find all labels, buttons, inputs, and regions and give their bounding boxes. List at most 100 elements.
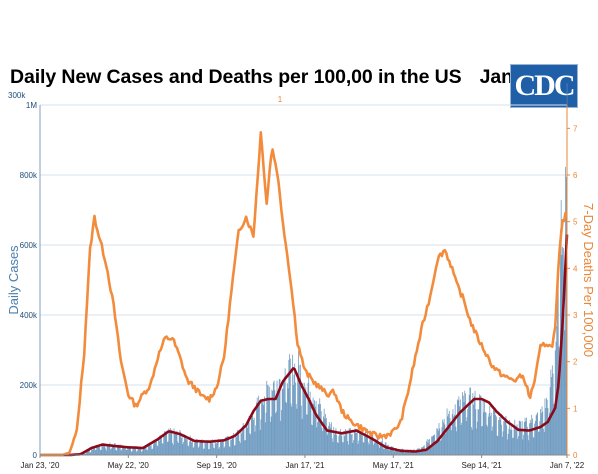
case-bar xyxy=(110,449,112,455)
case-bar xyxy=(199,443,201,455)
case-bar xyxy=(487,416,489,455)
case-bar xyxy=(102,445,104,455)
case-bar xyxy=(281,388,283,455)
case-bar xyxy=(236,430,238,455)
y-tick-label: 600k xyxy=(20,241,38,250)
case-bar xyxy=(100,449,102,455)
case-bar xyxy=(364,435,366,455)
case-bar xyxy=(415,451,416,455)
case-bar xyxy=(371,433,373,455)
case-bar xyxy=(442,422,444,455)
y-tick-label: 1M xyxy=(26,101,37,110)
case-bar xyxy=(342,442,344,455)
case-bar xyxy=(217,438,219,455)
case-bar xyxy=(86,451,88,455)
case-bar xyxy=(448,413,449,455)
case-bar xyxy=(507,433,509,455)
case-bar xyxy=(178,442,179,455)
case-bar xyxy=(147,450,148,455)
case-bar xyxy=(487,426,488,455)
case-bar xyxy=(355,432,357,455)
case-bar xyxy=(94,449,96,455)
case-bar xyxy=(535,420,536,455)
case-bar xyxy=(196,438,198,455)
case-bar xyxy=(398,451,400,455)
case-bar xyxy=(299,381,301,455)
case-bar xyxy=(534,423,536,455)
case-bar xyxy=(272,390,274,455)
case-bar xyxy=(529,423,530,455)
case-bar xyxy=(464,390,466,455)
case-bar xyxy=(271,389,273,455)
case-bar xyxy=(314,406,316,455)
case-bar xyxy=(202,441,204,455)
case-bar xyxy=(356,428,358,455)
case-bar xyxy=(84,453,86,455)
case-bar xyxy=(398,449,399,455)
case-bar xyxy=(533,437,535,455)
case-bar xyxy=(136,450,138,455)
case-bar xyxy=(493,409,494,455)
case-bar xyxy=(563,290,565,455)
case-bar xyxy=(370,430,371,455)
case-bar xyxy=(85,453,87,455)
case-bar xyxy=(419,451,421,455)
case-bar xyxy=(281,409,282,455)
case-bar xyxy=(451,430,452,455)
case-bar xyxy=(96,445,98,455)
case-bar xyxy=(218,448,220,455)
case-bar xyxy=(156,445,158,455)
case-bar xyxy=(83,452,85,455)
case-bar xyxy=(461,422,463,455)
case-bar xyxy=(393,451,395,455)
case-bar xyxy=(245,424,247,455)
case-bar xyxy=(270,416,272,455)
chart-axes xyxy=(39,105,570,458)
case-bar xyxy=(97,445,99,455)
case-bar xyxy=(517,438,519,455)
case-bar xyxy=(465,393,466,455)
y-axis-title: Daily Cases xyxy=(6,245,21,315)
case-bar xyxy=(131,451,133,455)
case-bar xyxy=(95,449,97,455)
case-bar xyxy=(241,433,243,455)
case-bar xyxy=(295,382,296,455)
case-bar xyxy=(286,383,288,455)
case-bar xyxy=(374,439,376,455)
case-bar xyxy=(194,442,196,455)
case-bar xyxy=(128,448,130,455)
case-bar xyxy=(345,432,347,455)
case-bar xyxy=(545,407,547,455)
case-bar xyxy=(230,439,232,455)
case-bar xyxy=(342,442,343,455)
case-bar xyxy=(292,385,294,455)
case-bar xyxy=(370,436,372,455)
case-bar xyxy=(289,358,291,455)
case-bar xyxy=(158,440,160,455)
case-bar xyxy=(261,401,262,455)
case-bar xyxy=(273,380,275,455)
case-bar xyxy=(252,416,254,455)
case-bar xyxy=(297,372,299,455)
case-bar xyxy=(146,449,148,455)
case-bar xyxy=(190,438,192,455)
case-bar xyxy=(169,427,171,455)
case-bar xyxy=(157,446,159,455)
case-bar xyxy=(406,449,407,455)
case-bar xyxy=(170,431,172,455)
case-bar xyxy=(279,379,281,455)
case-bar xyxy=(185,435,187,455)
case-bar xyxy=(274,390,276,455)
case-bar xyxy=(442,419,444,455)
case-bar xyxy=(232,436,234,455)
case-bar xyxy=(318,404,320,455)
case-bar xyxy=(546,397,547,455)
case-bar xyxy=(144,447,145,455)
case-bar xyxy=(430,446,432,455)
case-bar xyxy=(268,398,270,455)
case-bar xyxy=(211,441,212,455)
case-bar xyxy=(141,451,143,455)
case-bar xyxy=(477,409,479,455)
case-bar xyxy=(424,449,426,455)
